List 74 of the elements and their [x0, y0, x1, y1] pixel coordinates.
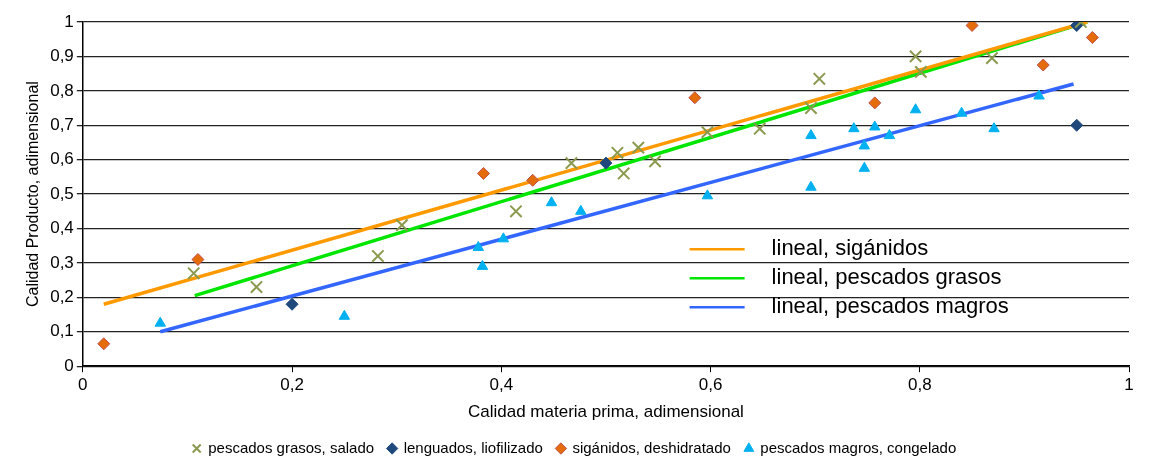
point: [883, 129, 896, 140]
point: [804, 101, 818, 115]
legend-label: pescados grasos, salado: [208, 438, 375, 456]
point: [701, 189, 714, 200]
point: [599, 156, 613, 170]
point: [868, 96, 882, 110]
point: [545, 196, 558, 207]
x-tick-label: 0,4: [489, 375, 514, 395]
x-axis-title: Calidad materia prima, adimensional: [467, 402, 744, 422]
y-tick-label: 0,9: [50, 46, 74, 66]
point: [869, 120, 881, 131]
point: [805, 129, 817, 140]
point: [1033, 89, 1045, 100]
point: [631, 140, 645, 155]
point: [564, 156, 579, 170]
point: [249, 280, 264, 294]
point: [154, 316, 166, 327]
point: [805, 180, 817, 191]
point: [395, 218, 409, 232]
y-tick-label: 0,5: [50, 183, 74, 203]
x-tick-label: 0: [78, 375, 88, 395]
y-tick-label: 0,4: [50, 218, 74, 238]
point: [988, 122, 1000, 133]
y-tick-label: 0: [64, 355, 74, 375]
point: [497, 232, 510, 243]
point: [965, 22, 979, 32]
point: [1070, 118, 1084, 132]
x-tick-label: 0,2: [280, 375, 304, 395]
point: [1085, 30, 1099, 44]
point: [955, 106, 968, 117]
point: [985, 51, 999, 65]
point: [610, 146, 625, 160]
legend-label: sigánidos, deshidratado: [572, 438, 731, 456]
point: [338, 309, 351, 320]
point: [526, 173, 540, 187]
point: [700, 125, 715, 139]
point: [914, 65, 928, 79]
point: [97, 337, 111, 351]
point: [908, 49, 923, 64]
point: [476, 259, 489, 270]
point: [1036, 58, 1050, 72]
y-tick-label: 0,1: [50, 321, 74, 341]
point: [753, 122, 767, 136]
point: [617, 166, 631, 181]
y-tick-label: 0,3: [50, 252, 74, 272]
point: [909, 103, 922, 114]
legend-label: lineal, pescados magros: [771, 293, 1009, 319]
point: [509, 204, 523, 218]
point: [575, 204, 587, 215]
legend-label: lineal, sigánidos: [771, 235, 929, 261]
point: [858, 139, 871, 150]
y-tick-label: 0,2: [50, 287, 74, 307]
point: [187, 266, 201, 280]
legend-label: pescados magros, congelado: [760, 438, 957, 456]
y-tick-label: 1: [64, 11, 74, 31]
point: [848, 122, 860, 133]
point: [371, 249, 385, 263]
point: [648, 154, 662, 169]
point: [191, 253, 205, 266]
x-tick-label: 1: [1124, 375, 1134, 395]
legend-label: lenguados, liofilizado: [403, 438, 543, 456]
y-tick-label: 0,6: [50, 149, 74, 169]
point: [858, 161, 871, 172]
point: [477, 166, 491, 180]
point: [472, 240, 484, 251]
legend-label: lineal, pescados grasos: [771, 264, 1002, 290]
y-tick-label: 0,7: [50, 114, 74, 134]
x-tick-label: 0,8: [907, 375, 932, 395]
y-axis-title: Calidad Producto, adimensional: [24, 81, 42, 308]
point: [688, 91, 702, 105]
point: [812, 72, 826, 86]
x-tick-label: 0,6: [698, 375, 723, 395]
point: [285, 297, 299, 311]
y-tick-label: 0,8: [50, 80, 74, 100]
